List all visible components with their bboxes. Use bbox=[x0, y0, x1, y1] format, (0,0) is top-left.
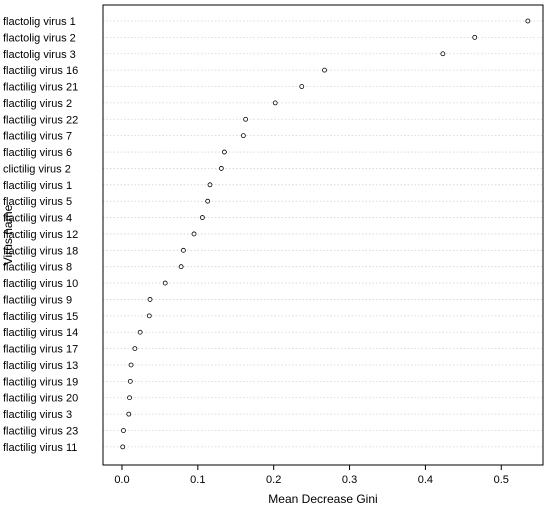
x-axis: 0.0 0.1 0.2 0.3 0.4 0.5 bbox=[114, 465, 509, 486]
y-tick-label: clictilig virus 2 bbox=[3, 163, 71, 175]
points-layer bbox=[120, 18, 531, 450]
y-tick-label: flactilig virus 16 bbox=[3, 65, 78, 77]
data-point bbox=[207, 182, 213, 188]
y-tick-label: flactilig virus 3 bbox=[3, 409, 72, 421]
y-tick-label: flactilig virus 17 bbox=[3, 344, 78, 356]
data-point bbox=[146, 313, 152, 319]
data-point bbox=[126, 411, 132, 417]
x-tick-label: 0.2 bbox=[266, 474, 281, 486]
y-tick-label: flactolig virus 2 bbox=[3, 32, 76, 44]
data-point bbox=[127, 378, 133, 384]
data-point bbox=[121, 428, 126, 433]
data-point bbox=[128, 362, 134, 368]
y-tick-label: flactilig virus 14 bbox=[3, 327, 78, 339]
data-point bbox=[299, 84, 305, 89]
y-tick-label: flactilig virus 5 bbox=[3, 196, 72, 208]
data-point bbox=[181, 247, 186, 253]
y-tick-label: flactilig virus 11 bbox=[3, 442, 77, 454]
y-tick-label: flactilig virus 15 bbox=[3, 311, 78, 323]
plot-frame bbox=[102, 4, 544, 466]
grid-lines bbox=[103, 20, 543, 448]
y-tick-label: flactilig virus 10 bbox=[3, 278, 78, 290]
data-point bbox=[137, 329, 143, 335]
y-tick-label: flactilig virus 19 bbox=[3, 376, 78, 388]
y-tick-label: flactilig virus 8 bbox=[3, 262, 72, 274]
data-point bbox=[221, 149, 227, 155]
data-point bbox=[120, 444, 126, 450]
y-tick-label: flactilig virus 13 bbox=[3, 360, 78, 372]
y-tick-label: flactilig virus 7 bbox=[3, 131, 72, 143]
y-tick-label: flactilig virus 6 bbox=[3, 147, 72, 159]
data-point bbox=[199, 215, 205, 220]
x-axis-label: Mean Decrease Gini bbox=[268, 492, 377, 506]
data-point bbox=[132, 346, 138, 352]
data-point bbox=[440, 51, 446, 57]
y-tick-label: flactolig virus 3 bbox=[3, 49, 76, 61]
y-axis-label: Virus name bbox=[1, 204, 15, 265]
y-tick-label: flactilig virus 23 bbox=[3, 426, 78, 438]
y-tick-label: flactilig virus 12 bbox=[3, 229, 78, 241]
data-point bbox=[127, 395, 132, 401]
data-point bbox=[178, 264, 184, 270]
x-tick-label: 0.0 bbox=[114, 474, 129, 486]
data-point bbox=[205, 198, 211, 204]
x-tick-label: 0.4 bbox=[418, 474, 433, 486]
y-tick-label: flactilig virus 18 bbox=[3, 245, 78, 257]
y-tick-labels: flactolig virus 1 flactolig virus 2 flacto… bbox=[3, 16, 78, 454]
data-point bbox=[272, 100, 278, 106]
y-tick-label: flactolig virus 1 bbox=[3, 16, 76, 28]
data-point bbox=[322, 67, 327, 73]
data-point bbox=[525, 18, 531, 24]
y-tick-label: flactilig virus 21 bbox=[3, 82, 78, 94]
data-point bbox=[243, 116, 249, 122]
data-point bbox=[147, 297, 153, 302]
data-point bbox=[162, 280, 168, 286]
x-tick-label: 0.5 bbox=[494, 474, 509, 486]
data-point bbox=[191, 231, 197, 237]
data-point bbox=[218, 166, 224, 171]
y-tick-label: flactilig virus 20 bbox=[3, 393, 78, 405]
data-point bbox=[240, 133, 246, 139]
y-tick-label: flactilig virus 9 bbox=[3, 294, 72, 306]
x-tick-label: 0.1 bbox=[190, 474, 205, 486]
y-tick-label: flactilig virus 22 bbox=[3, 114, 78, 126]
y-tick-label: flactilig virus 1 bbox=[3, 180, 72, 192]
data-point bbox=[472, 34, 478, 40]
y-tick-label: flactilig virus 2 bbox=[3, 98, 72, 110]
y-tick-label: flactilig virus 4 bbox=[3, 213, 72, 225]
x-tick-label: 0.3 bbox=[342, 474, 357, 486]
